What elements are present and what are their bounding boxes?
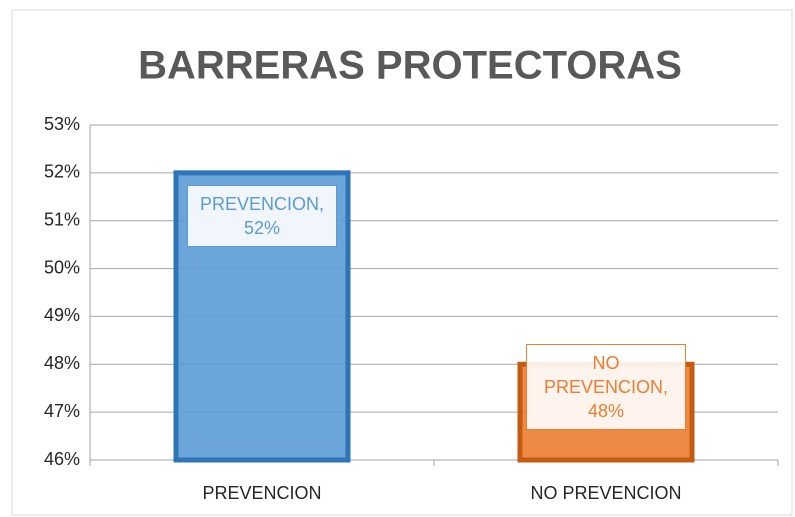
y-tick-label: 47% [44, 401, 80, 421]
y-tick-label: 53% [44, 114, 80, 134]
data-label: PREVENCION, 52% [187, 184, 337, 247]
y-tick-label: 52% [44, 162, 80, 182]
y-tick-label: 48% [44, 353, 80, 373]
x-tick-label: PREVENCION [202, 483, 321, 503]
data-label: NO PREVENCION, 48% [526, 344, 686, 431]
x-tick-label: NO PREVENCION [530, 483, 681, 503]
chart-title: BARRERAS PROTECTORAS [138, 44, 682, 88]
y-tick-label: 51% [44, 209, 80, 229]
y-tick-label: 50% [44, 257, 80, 277]
y-tick-label: 46% [44, 449, 80, 469]
y-tick-label: 49% [44, 305, 80, 325]
